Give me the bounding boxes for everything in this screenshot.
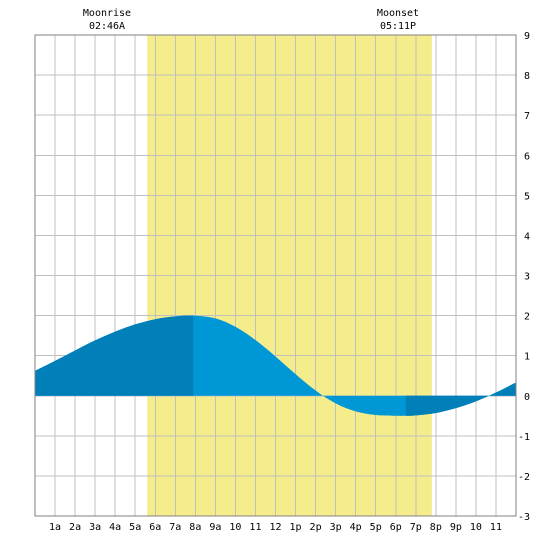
moonrise-time: 02:46A xyxy=(89,21,125,32)
x-tick-label: 8p xyxy=(430,522,442,533)
tide-shade-segment xyxy=(35,315,194,396)
plot-frame xyxy=(34,34,517,517)
y-tick-label: 4 xyxy=(524,231,530,242)
x-tick-label: 7a xyxy=(169,522,181,533)
x-tick-label: 8a xyxy=(189,522,201,533)
x-tick-label: 4p xyxy=(350,522,362,533)
x-tick-label: 6p xyxy=(390,522,402,533)
y-tick-label: 0 xyxy=(524,392,530,403)
x-tick-label: 10 xyxy=(470,522,482,533)
x-tick-label: 2a xyxy=(69,522,81,533)
y-tick-label: 2 xyxy=(524,312,530,323)
y-tick-label: -3 xyxy=(518,512,530,523)
x-tick-label: 10 xyxy=(229,522,241,533)
x-tick-label: 6a xyxy=(149,522,161,533)
x-tick-label: 9a xyxy=(209,522,221,533)
y-tick-label: 9 xyxy=(524,31,530,42)
x-tick-label: 4a xyxy=(109,522,121,533)
y-tick-label: 7 xyxy=(524,111,530,122)
moonset-label: Moonset xyxy=(377,8,419,19)
x-tick-label: 1p xyxy=(290,522,302,533)
x-axis-ticks: 1a 2a 3a 4a 5a 6a 7a 8a 9a 10 11 12 1p 2p 3p 4p 5p 6p 7p 8p… xyxy=(49,522,502,533)
moonrise-label: Moonrise xyxy=(83,8,131,19)
x-tick-label: 1a xyxy=(49,522,61,533)
x-tick-label: 11 xyxy=(249,522,261,533)
x-tick-label: 11 xyxy=(490,522,502,533)
y-axis-ticks: -3 -2 -1 0 1 2 3 4 5 6 7 8 9 xyxy=(518,31,530,523)
x-tick-label: 9p xyxy=(450,522,462,533)
y-tick-label: -2 xyxy=(518,472,530,483)
x-tick-label: 3p xyxy=(330,522,342,533)
y-tick-label: -1 xyxy=(518,432,530,443)
chart-grid xyxy=(35,35,516,516)
x-tick-label: 5p xyxy=(370,522,382,533)
moonset-time: 05:11P xyxy=(380,21,416,32)
x-tick-label: 7p xyxy=(410,522,422,533)
plot-border xyxy=(34,34,517,517)
x-tick-label: 12 xyxy=(269,522,281,533)
x-tick-label: 2p xyxy=(310,522,322,533)
y-tick-label: 1 xyxy=(524,352,530,363)
x-tick-label: 3a xyxy=(89,522,101,533)
tide-shade-segment xyxy=(405,382,516,416)
y-tick-label: 8 xyxy=(524,71,530,82)
y-tick-label: 3 xyxy=(524,272,530,283)
tide-area xyxy=(35,315,516,416)
y-tick-label: 6 xyxy=(524,151,530,162)
y-tick-label: 5 xyxy=(524,191,530,202)
x-tick-label: 5a xyxy=(129,522,141,533)
